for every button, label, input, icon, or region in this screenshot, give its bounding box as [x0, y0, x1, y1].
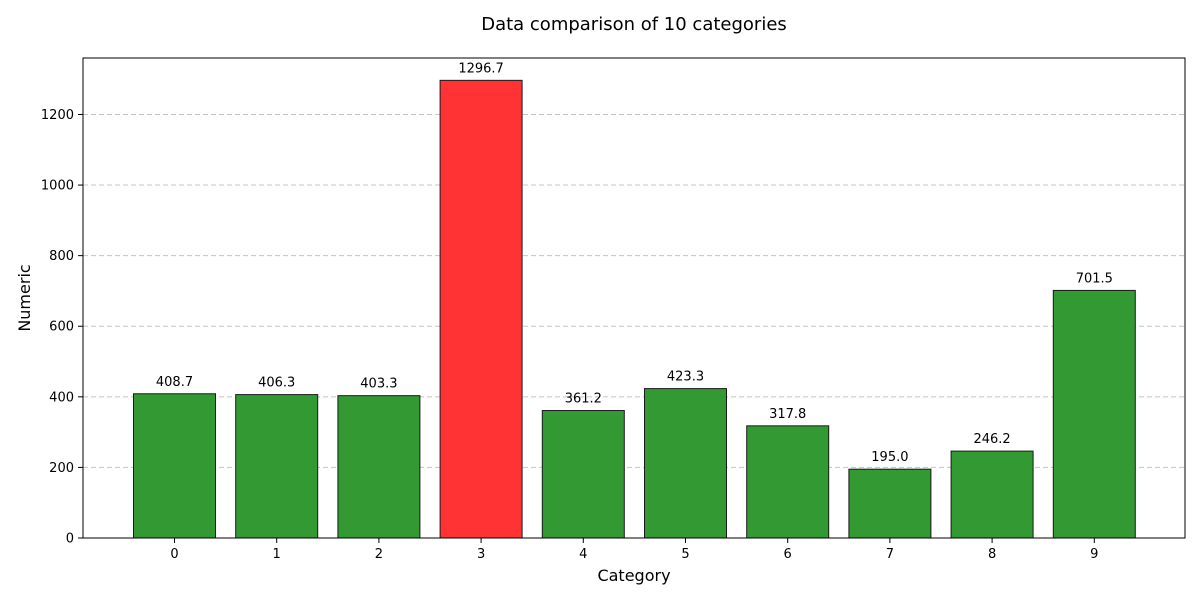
bar-value-label: 246.2: [973, 432, 1010, 447]
x-tick-label: 6: [784, 547, 792, 562]
x-tick-label: 4: [579, 547, 587, 562]
bar-value-label: 403.3: [360, 377, 397, 392]
bar-value-label: 406.3: [258, 376, 295, 391]
data-labels: 408.7 406.3 403.3 1296.7 361.2 423.3 317.8 195.…: [156, 61, 1113, 465]
bar: [337, 395, 421, 539]
bar: [133, 393, 216, 539]
plot-area-frame: [82, 57, 1186, 539]
bar-value-label: 423.3: [667, 370, 704, 385]
bar: [1052, 289, 1136, 539]
bar: [235, 394, 319, 539]
y-axis-ticks: 0 200 400 600 800 1000 1200: [41, 108, 83, 547]
bar: [950, 450, 1034, 539]
x-axis-label: Category: [597, 566, 670, 585]
y-tick-label: 800: [49, 249, 74, 264]
x-tick-label: 1: [273, 547, 281, 562]
x-tick-label: 7: [886, 547, 894, 562]
x-axis-ticks: 0 1 2 3 4 5 6 7 8 9: [170, 538, 1098, 562]
x-tick-label: 9: [1090, 547, 1098, 562]
bar: [848, 468, 932, 539]
bar-value-label: 701.5: [1076, 271, 1113, 286]
y-tick-label: 200: [49, 461, 74, 476]
bar-value-label: 408.7: [156, 375, 193, 390]
bar: [746, 425, 830, 539]
y-tick-label: 0: [66, 532, 74, 547]
bar-value-label: 361.2: [565, 392, 602, 407]
y-tick-label: 600: [49, 320, 74, 335]
bars: [133, 79, 1136, 539]
bar-value-label: 317.8: [769, 407, 806, 422]
x-tick-label: 8: [988, 547, 996, 562]
bar: [644, 388, 727, 539]
bar-value-label: 195.0: [871, 450, 908, 465]
x-tick-label: 3: [477, 547, 485, 562]
chart-title: Data comparison of 10 categories: [481, 14, 787, 35]
x-tick-label: 0: [170, 547, 178, 562]
y-tick-label: 400: [49, 390, 74, 405]
bar-value-label: 1296.7: [458, 61, 504, 76]
bar: [541, 410, 625, 539]
bar-highlighted: [439, 79, 523, 539]
x-tick-label: 5: [681, 547, 689, 562]
y-tick-label: 1000: [41, 179, 74, 194]
x-tick-label: 2: [375, 547, 383, 562]
y-tick-label: 1200: [41, 108, 74, 123]
y-axis-label: Numeric: [15, 264, 34, 331]
